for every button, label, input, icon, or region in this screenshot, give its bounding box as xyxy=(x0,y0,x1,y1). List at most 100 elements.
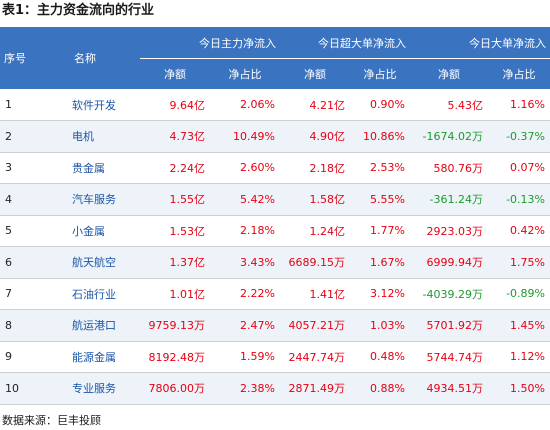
table-row: 4 汽车服务 1.55亿 5.42% 1.58亿 5.55% -361.24万 … xyxy=(0,183,550,216)
industry-fund-flow-table: 序号 名称 今日主力净流入 今日超大单净流入 今日大单净流入 净额 净占比 净额… xyxy=(0,27,550,405)
large-amount: -361.24万 xyxy=(410,183,488,216)
main-ratio: 1.59% xyxy=(210,341,280,373)
row-no: 1 xyxy=(0,89,70,121)
main-amount: 8192.48万 xyxy=(140,341,210,373)
main-ratio: 2.60% xyxy=(210,152,280,184)
table-row: 6 航天航空 1.37亿 3.43% 6689.15万 1.67% 6999.9… xyxy=(0,246,550,279)
main-ratio: 10.49% xyxy=(210,120,280,153)
header-main-ratio: 净占比 xyxy=(210,58,280,89)
main-amount: 1.55亿 xyxy=(140,183,210,216)
super-amount: 4057.21万 xyxy=(280,309,350,342)
table-row: 1 软件开发 9.64亿 2.06% 4.21亿 0.90% 5.43亿 1.1… xyxy=(0,89,550,121)
main-amount: 2.24亿 xyxy=(140,152,210,184)
industry-name[interactable]: 航运港口 xyxy=(70,309,140,342)
super-amount: 6689.15万 xyxy=(280,246,350,279)
main-ratio: 2.47% xyxy=(210,309,280,342)
super-amount: 4.21亿 xyxy=(280,89,350,121)
row-no: 4 xyxy=(0,183,70,216)
main-ratio: 5.42% xyxy=(210,183,280,216)
large-amount: -1674.02万 xyxy=(410,120,488,153)
industry-name[interactable]: 小金属 xyxy=(70,215,140,247)
large-amount: 4934.51万 xyxy=(410,372,488,405)
row-no: 5 xyxy=(0,215,70,247)
industry-name[interactable]: 专业服务 xyxy=(70,372,140,405)
table-row: 5 小金属 1.53亿 2.18% 1.24亿 1.77% 2923.03万 0… xyxy=(0,215,550,247)
row-no: 9 xyxy=(0,341,70,373)
table-header: 序号 名称 今日主力净流入 今日超大单净流入 今日大单净流入 净额 净占比 净额… xyxy=(0,27,550,90)
industry-name[interactable]: 贵金属 xyxy=(70,152,140,184)
industry-name[interactable]: 软件开发 xyxy=(70,89,140,121)
table-title: 表1：主力资金流向的行业 xyxy=(2,3,155,18)
main-ratio: 2.06% xyxy=(210,89,280,121)
super-ratio: 1.77% xyxy=(350,215,410,247)
header-main-amount: 净额 xyxy=(140,58,210,89)
super-ratio: 1.03% xyxy=(350,309,410,342)
table-row: 9 能源金属 8192.48万 1.59% 2447.74万 0.48% 574… xyxy=(0,341,550,373)
large-amount: 5744.74万 xyxy=(410,341,488,373)
super-ratio: 0.88% xyxy=(350,372,410,405)
super-ratio: 1.67% xyxy=(350,246,410,279)
main-amount: 4.73亿 xyxy=(140,120,210,153)
header-group-super: 今日超大单净流入 xyxy=(280,27,410,59)
large-ratio: 1.12% xyxy=(488,341,550,373)
large-amount: 580.76万 xyxy=(410,152,488,184)
table-row: 3 贵金属 2.24亿 2.60% 2.18亿 2.53% 580.76万 0.… xyxy=(0,152,550,184)
large-ratio: 1.50% xyxy=(488,372,550,405)
row-no: 6 xyxy=(0,246,70,279)
header-large-amount: 净额 xyxy=(410,58,488,89)
industry-name[interactable]: 电机 xyxy=(70,120,140,153)
large-ratio: 1.16% xyxy=(488,89,550,121)
main-ratio: 2.38% xyxy=(210,372,280,405)
header-super-ratio: 净占比 xyxy=(350,58,410,89)
main-amount: 1.53亿 xyxy=(140,215,210,247)
super-ratio: 10.86% xyxy=(350,120,410,153)
super-amount: 2447.74万 xyxy=(280,341,350,373)
row-no: 2 xyxy=(0,120,70,153)
super-amount: 4.90亿 xyxy=(280,120,350,153)
table-body: 1 软件开发 9.64亿 2.06% 4.21亿 0.90% 5.43亿 1.1… xyxy=(0,89,550,405)
large-amount: 5701.92万 xyxy=(410,309,488,342)
row-no: 10 xyxy=(0,372,70,405)
main-ratio: 3.43% xyxy=(210,246,280,279)
header-no: 序号 xyxy=(0,27,70,90)
row-no: 8 xyxy=(0,309,70,342)
main-amount: 7806.00万 xyxy=(140,372,210,405)
table-row: 10 专业服务 7806.00万 2.38% 2871.49万 0.88% 49… xyxy=(0,372,550,405)
industry-name[interactable]: 汽车服务 xyxy=(70,183,140,216)
large-ratio: 1.45% xyxy=(488,309,550,342)
table-row: 2 电机 4.73亿 10.49% 4.90亿 10.86% -1674.02万… xyxy=(0,120,550,153)
large-amount: 5.43亿 xyxy=(410,89,488,121)
main-amount: 9759.13万 xyxy=(140,309,210,342)
large-ratio: 0.07% xyxy=(488,152,550,184)
data-source-note: 数据来源：巨丰投顾 xyxy=(2,414,101,427)
super-ratio: 0.48% xyxy=(350,341,410,373)
row-no: 7 xyxy=(0,278,70,310)
large-ratio: 1.75% xyxy=(488,246,550,279)
large-amount: 6999.94万 xyxy=(410,246,488,279)
header-row-groups: 序号 名称 今日主力净流入 今日超大单净流入 今日大单净流入 xyxy=(0,27,550,90)
super-ratio: 3.12% xyxy=(350,278,410,310)
table-row: 7 石油行业 1.01亿 2.22% 1.41亿 3.12% -4039.29万… xyxy=(0,278,550,310)
industry-name[interactable]: 能源金属 xyxy=(70,341,140,373)
large-ratio: 0.42% xyxy=(488,215,550,247)
large-amount: -4039.29万 xyxy=(410,278,488,310)
industry-name[interactable]: 石油行业 xyxy=(70,278,140,310)
main-amount: 1.01亿 xyxy=(140,278,210,310)
super-ratio: 0.90% xyxy=(350,89,410,121)
header-group-main: 今日主力净流入 xyxy=(140,27,280,59)
super-amount: 2871.49万 xyxy=(280,372,350,405)
large-ratio: -0.13% xyxy=(488,183,550,216)
header-large-ratio: 净占比 xyxy=(488,58,550,89)
large-amount: 2923.03万 xyxy=(410,215,488,247)
large-ratio: -0.89% xyxy=(488,278,550,310)
super-ratio: 5.55% xyxy=(350,183,410,216)
main-ratio: 2.18% xyxy=(210,215,280,247)
industry-name[interactable]: 航天航空 xyxy=(70,246,140,279)
header-name: 名称 xyxy=(70,27,140,90)
header-super-amount: 净额 xyxy=(280,58,350,89)
header-group-large: 今日大单净流入 xyxy=(410,27,550,59)
row-no: 3 xyxy=(0,152,70,184)
main-amount: 1.37亿 xyxy=(140,246,210,279)
super-amount: 1.58亿 xyxy=(280,183,350,216)
super-amount: 1.24亿 xyxy=(280,215,350,247)
